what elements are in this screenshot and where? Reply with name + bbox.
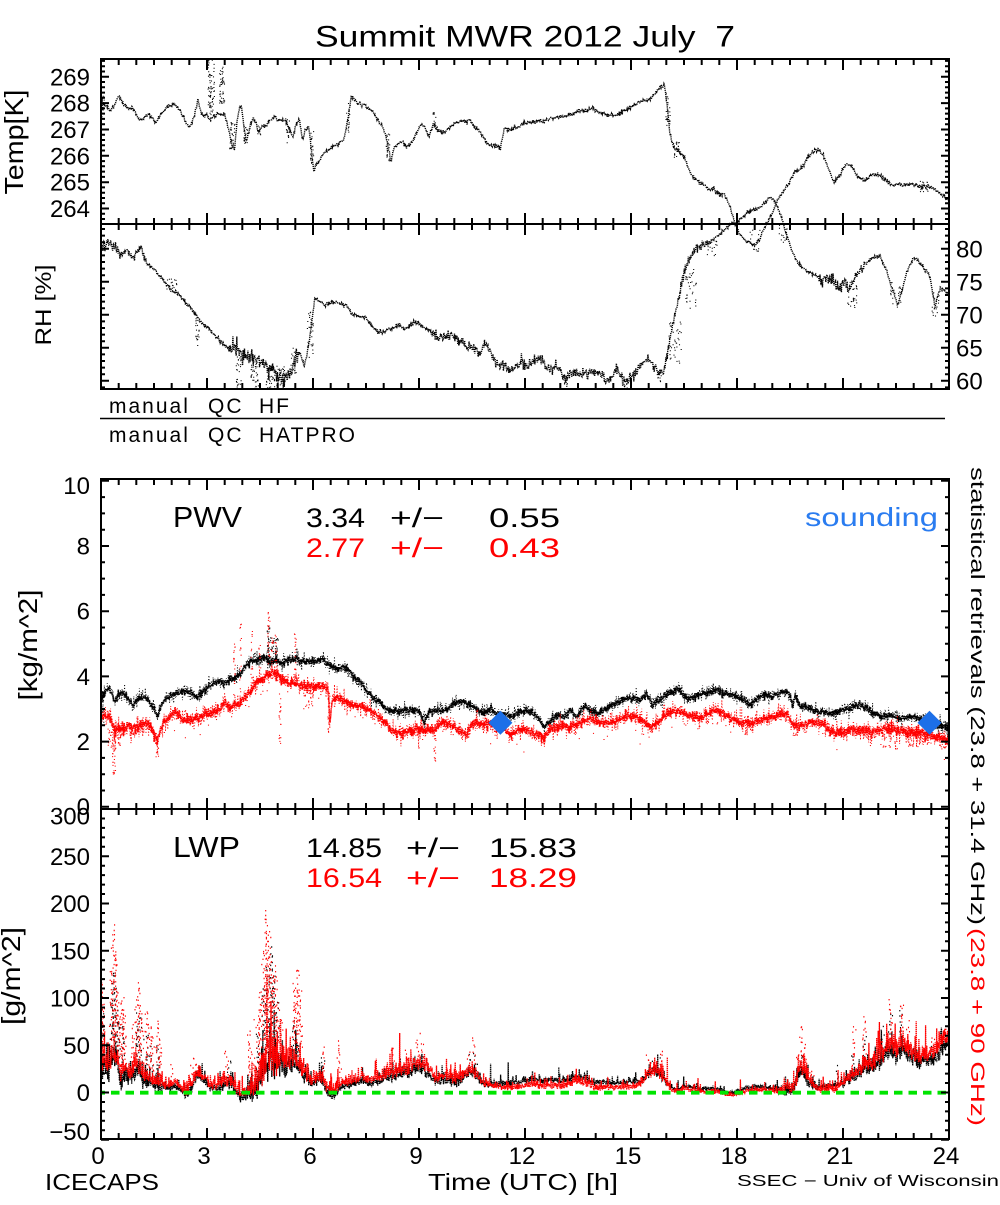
svg-text:[kg/m^2]: [kg/m^2] <box>13 590 43 701</box>
svg-text:264: 264 <box>50 196 90 223</box>
svg-text:65: 65 <box>956 335 983 362</box>
svg-text:15: 15 <box>615 1143 642 1170</box>
svg-text:300: 300 <box>50 804 90 831</box>
svg-text:Time (UTC) [h]: Time (UTC) [h] <box>428 1169 618 1195</box>
svg-text:100: 100 <box>50 986 90 1013</box>
svg-text:150: 150 <box>50 938 90 965</box>
svg-text:24: 24 <box>933 1143 960 1170</box>
svg-text:0: 0 <box>77 794 90 821</box>
svg-text:0: 0 <box>91 1143 104 1170</box>
svg-text:+/−: +/− <box>390 503 444 533</box>
svg-text:50: 50 <box>63 1033 90 1060</box>
svg-text:ICECAPS: ICECAPS <box>45 1169 159 1195</box>
svg-text:statistical retrievals (23.8 +: statistical retrievals (23.8 + 31.4 GHz) <box>966 467 987 925</box>
svg-text:15.83: 15.83 <box>489 833 577 863</box>
svg-text:8: 8 <box>77 534 90 561</box>
svg-text:3: 3 <box>197 1143 210 1170</box>
svg-text:2: 2 <box>77 729 90 756</box>
svg-text:10: 10 <box>63 473 90 500</box>
svg-text:[g/m^2]: [g/m^2] <box>0 927 26 1025</box>
svg-text:16.54: 16.54 <box>306 863 382 893</box>
svg-text:RH [%]: RH [%] <box>31 265 56 346</box>
svg-text:268: 268 <box>50 91 90 118</box>
svg-text:LWP: LWP <box>173 832 240 864</box>
svg-text:+/−: +/− <box>390 533 444 563</box>
svg-text:14.85: 14.85 <box>306 833 382 863</box>
svg-text:6: 6 <box>77 599 90 626</box>
svg-text:18: 18 <box>721 1143 748 1170</box>
svg-text:0.43: 0.43 <box>489 533 560 563</box>
svg-text:PWV: PWV <box>173 502 243 534</box>
svg-text:−50: −50 <box>49 1119 90 1146</box>
svg-text:70: 70 <box>956 302 983 329</box>
svg-text:HATPRO: HATPRO <box>259 424 357 447</box>
svg-text:+/−: +/− <box>406 833 460 863</box>
svg-text:manual: manual <box>109 424 190 447</box>
svg-text:80: 80 <box>956 236 983 263</box>
svg-text:75: 75 <box>956 269 983 296</box>
svg-text:3.34: 3.34 <box>306 503 365 533</box>
svg-text:269: 269 <box>50 64 90 91</box>
svg-text:266: 266 <box>50 143 90 170</box>
svg-text:200: 200 <box>50 891 90 918</box>
svg-text:0.55: 0.55 <box>489 503 560 533</box>
svg-text:267: 267 <box>50 117 90 144</box>
svg-text:21: 21 <box>827 1143 854 1170</box>
svg-text:12: 12 <box>509 1143 536 1170</box>
svg-text:18.29: 18.29 <box>489 863 577 893</box>
svg-text:60: 60 <box>956 368 983 395</box>
svg-text:HF: HF <box>259 395 291 418</box>
svg-text:QC: QC <box>208 424 244 447</box>
svg-text:0: 0 <box>77 1080 90 1107</box>
svg-text:Summit MWR 2012 July 7: Summit MWR 2012 July 7 <box>315 21 735 54</box>
svg-text:(23.8 + 90 GHz): (23.8 + 90 GHz) <box>966 928 987 1126</box>
svg-text:265: 265 <box>50 170 90 197</box>
svg-text:QC: QC <box>208 395 244 418</box>
svg-text:2.77: 2.77 <box>306 533 365 563</box>
svg-text:Temp[K]: Temp[K] <box>0 90 29 195</box>
svg-text:manual: manual <box>109 395 190 418</box>
svg-text:SSEC − Univ of Wisconsin: SSEC − Univ of Wisconsin <box>737 1173 999 1190</box>
svg-text:+/−: +/− <box>406 863 460 893</box>
svg-text:sounding: sounding <box>805 502 938 532</box>
svg-text:250: 250 <box>50 844 90 871</box>
svg-text:4: 4 <box>77 664 90 691</box>
svg-text:9: 9 <box>409 1143 422 1170</box>
svg-text:6: 6 <box>303 1143 316 1170</box>
